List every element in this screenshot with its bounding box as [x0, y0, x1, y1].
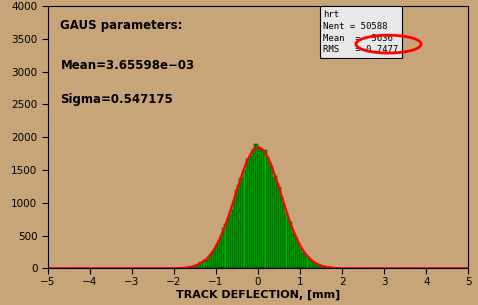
Bar	[212, 251, 214, 268]
Bar	[315, 263, 317, 268]
Bar	[311, 261, 313, 268]
Bar	[250, 156, 252, 268]
Bar	[195, 265, 197, 268]
Bar	[326, 267, 327, 268]
Bar	[267, 157, 269, 268]
Bar	[233, 201, 235, 268]
Bar	[228, 215, 231, 268]
Bar	[239, 178, 241, 268]
Bar	[294, 235, 296, 268]
Bar	[292, 233, 294, 268]
Bar	[313, 262, 315, 268]
Bar	[262, 150, 264, 268]
Text: Sigma=0.547175: Sigma=0.547175	[60, 93, 173, 106]
Bar	[227, 218, 228, 268]
Bar	[321, 266, 323, 268]
Bar	[220, 235, 222, 268]
Bar	[206, 260, 207, 268]
Bar	[264, 150, 267, 268]
Bar	[298, 243, 300, 268]
Bar	[218, 240, 220, 268]
Bar	[252, 149, 254, 268]
Bar	[327, 267, 330, 268]
Bar	[235, 191, 237, 268]
X-axis label: TRACK DEFLECTION, [mm]: TRACK DEFLECTION, [mm]	[176, 289, 340, 300]
Bar	[231, 210, 233, 268]
Bar	[275, 176, 277, 268]
Bar	[214, 248, 216, 268]
Bar	[304, 254, 306, 268]
Bar	[191, 267, 193, 268]
Bar	[246, 159, 248, 268]
Bar	[248, 159, 250, 268]
Bar	[185, 267, 186, 268]
Bar	[254, 144, 256, 268]
Bar	[285, 214, 288, 268]
Bar	[330, 267, 332, 268]
Bar	[260, 149, 262, 268]
Bar	[306, 257, 309, 268]
Bar	[258, 147, 260, 268]
Bar	[302, 253, 304, 268]
Bar	[271, 166, 273, 268]
Bar	[279, 187, 281, 268]
Bar	[277, 183, 279, 268]
Bar	[186, 267, 189, 268]
Bar	[296, 238, 298, 268]
Bar	[225, 224, 227, 268]
Bar	[204, 260, 206, 268]
Text: hrt
Nent = 50588
Mean  =  3636
RMS   = 0.7477: hrt Nent = 50588 Mean = 3636 RMS = 0.747…	[323, 10, 399, 54]
Bar	[288, 221, 290, 268]
Bar	[199, 263, 201, 268]
Bar	[290, 222, 292, 268]
Bar	[273, 177, 275, 268]
Bar	[210, 254, 212, 268]
Bar	[216, 244, 218, 268]
Bar	[207, 257, 210, 268]
Bar	[317, 264, 319, 268]
Bar	[201, 262, 204, 268]
Bar	[197, 264, 199, 268]
Bar	[269, 162, 271, 268]
Bar	[237, 185, 239, 268]
Bar	[283, 206, 285, 268]
Text: GAUS parameters:: GAUS parameters:	[60, 19, 183, 32]
Bar	[189, 267, 191, 268]
Bar	[243, 170, 246, 268]
Bar	[256, 144, 258, 268]
Bar	[193, 266, 195, 268]
Bar	[241, 178, 243, 268]
Bar	[222, 228, 225, 268]
Bar	[319, 265, 321, 268]
Bar	[323, 267, 326, 268]
Bar	[281, 197, 283, 268]
Bar	[309, 259, 311, 268]
Text: Mean=3.65598e−03: Mean=3.65598e−03	[60, 59, 195, 72]
Bar	[300, 249, 302, 268]
